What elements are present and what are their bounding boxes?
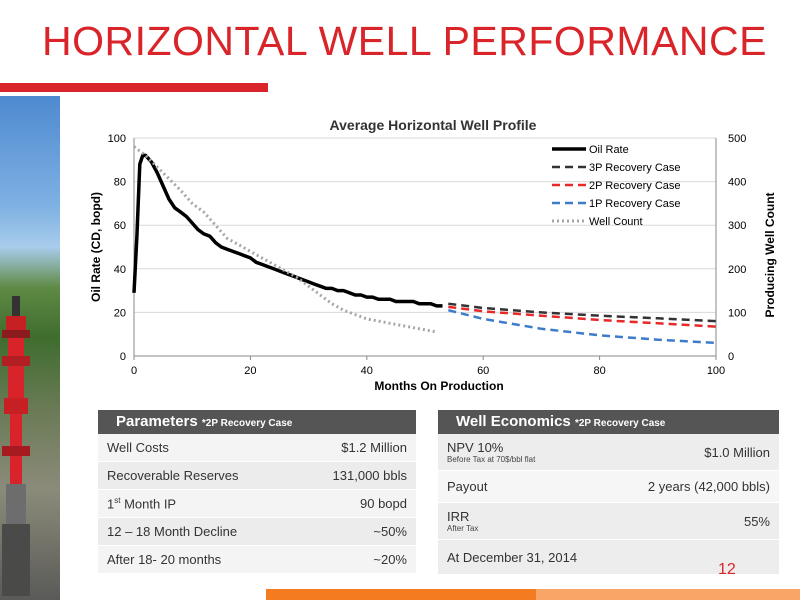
legend-label: Oil Rate — [589, 144, 629, 156]
economics-header: Well Economics *2P Recovery Case — [438, 410, 779, 434]
y2-tick-label: 300 — [728, 220, 746, 232]
x-tick-label: 0 — [131, 365, 137, 377]
param-label-post: Month IP — [120, 496, 177, 512]
y-tick-label: 40 — [114, 264, 126, 276]
y-tick-label: 60 — [114, 220, 126, 232]
table-row: 12 – 18 Month Decline ~50% — [98, 518, 416, 546]
series-line-1p-recovery-case — [447, 308, 717, 345]
series-line-2p-recovery-case — [448, 305, 717, 328]
param-value: 90 bopd — [360, 496, 407, 511]
x-axis-label: Months On Production — [374, 379, 503, 393]
y2-axis-label: Producing Well Count — [763, 192, 777, 317]
legend-label: 3P Recovery Case — [589, 162, 681, 174]
y-axis-label: Oil Rate (CD, bopd) — [89, 192, 103, 302]
param-value: $1.2 Million — [341, 440, 407, 455]
chart-title: Average Horizontal Well Profile — [330, 117, 537, 133]
table-row: Recoverable Reserves 131,000 bbls — [98, 462, 416, 490]
y-tick-label: 100 — [108, 133, 126, 145]
footer-bar-light — [536, 589, 800, 600]
economics-table: Well Economics *2P Recovery Case NPV 10%… — [438, 410, 779, 575]
table-row: IRR After Tax 55% — [438, 503, 779, 540]
x-tick-label: 80 — [593, 365, 605, 377]
param-value: ~50% — [373, 524, 407, 539]
economics-header-title: Well Economics — [456, 413, 575, 430]
y-tick-label: 80 — [114, 177, 126, 189]
x-tick-label: 100 — [707, 365, 725, 377]
parameters-table: Parameters *2P Recovery Case Well Costs … — [98, 410, 416, 574]
chart-legend: Oil Rate 3P Recovery Case 2P Recovery Case… — [552, 144, 681, 228]
chart-container: Average Horizontal Well Profile 0 20 40 60 8… — [64, 110, 800, 400]
param-value: 131,000 bbls — [332, 468, 407, 483]
legend-label: Well Count — [589, 216, 643, 228]
x-tick-label: 60 — [477, 365, 489, 377]
table-row: Well Costs $1.2 Million — [98, 434, 416, 462]
table-row: After 18- 20 months ~20% — [98, 546, 416, 574]
y2-tick-label: 500 — [728, 133, 746, 145]
param-label: Well Costs — [107, 440, 169, 455]
chart-series — [132, 145, 717, 345]
series-line-well-count — [133, 145, 437, 334]
parameters-header-title: Parameters — [116, 413, 202, 430]
series-line-3p-recovery-case — [448, 302, 717, 323]
param-label-pre: 1 — [107, 496, 115, 512]
footer-bar-dark — [266, 589, 536, 600]
as-of-date: At December 31, 2014 — [447, 549, 578, 565]
npv-label: NPV 10% — [447, 440, 504, 455]
y2-tick-label: 100 — [728, 307, 746, 319]
y-tick-label: 0 — [120, 351, 126, 363]
page-number: 12 — [718, 561, 736, 578]
param-label-sup: st — [114, 495, 121, 505]
parameters-header: Parameters *2P Recovery Case — [98, 410, 416, 434]
economics-header-sub: *2P Recovery Case — [574, 418, 666, 429]
wellhead-image — [2, 296, 30, 596]
param-label: 12 – 18 Month Decline — [107, 524, 238, 539]
y2-tick-label: 0 — [728, 351, 734, 363]
y-tick-label: 20 — [114, 307, 126, 319]
table-row: At December 31, 2014 — [438, 540, 779, 575]
well-profile-chart: Average Horizontal Well Profile 0 20 40 60 8… — [89, 117, 777, 393]
title-accent-bar — [0, 83, 268, 92]
y2-tick-label: 400 — [728, 177, 746, 189]
param-label: After 18- 20 months — [107, 552, 222, 567]
table-row: Payout 2 years (42,000 bbls) — [438, 471, 779, 503]
chart-gridlines — [134, 137, 716, 357]
table-row: NPV 10% Before Tax at 70$/bbl flat $1.0 … — [438, 434, 779, 471]
legend-label: 1P Recovery Case — [589, 198, 681, 210]
npv-value: $1.0 Million — [704, 444, 770, 460]
series-line-oil-rate — [132, 153, 443, 308]
param-label: Recoverable Reserves — [107, 468, 239, 483]
x-tick-label: 20 — [244, 365, 256, 377]
legend-label: 2P Recovery Case — [589, 180, 681, 192]
page-title: HORIZONTAL WELL PERFORMANCE — [42, 18, 767, 64]
param-label: 1st Month IP — [107, 496, 176, 511]
wellhead-photo — [0, 96, 60, 600]
payout-value: 2 years (42,000 bbls) — [647, 479, 770, 494]
parameters-header-sub: *2P Recovery Case — [201, 418, 293, 429]
param-value: ~20% — [373, 552, 407, 567]
npv-note: Before Tax at 70$/bbl flat — [447, 455, 536, 464]
table-row: 1st Month IP 90 bopd — [98, 490, 416, 518]
irr-label: IRR — [447, 509, 470, 524]
irr-note: After Tax — [447, 524, 479, 533]
x-tick-label: 40 — [361, 365, 373, 377]
y2-tick-label: 200 — [728, 264, 746, 276]
payout-label: Payout — [447, 479, 488, 494]
irr-value: 55% — [743, 513, 770, 529]
